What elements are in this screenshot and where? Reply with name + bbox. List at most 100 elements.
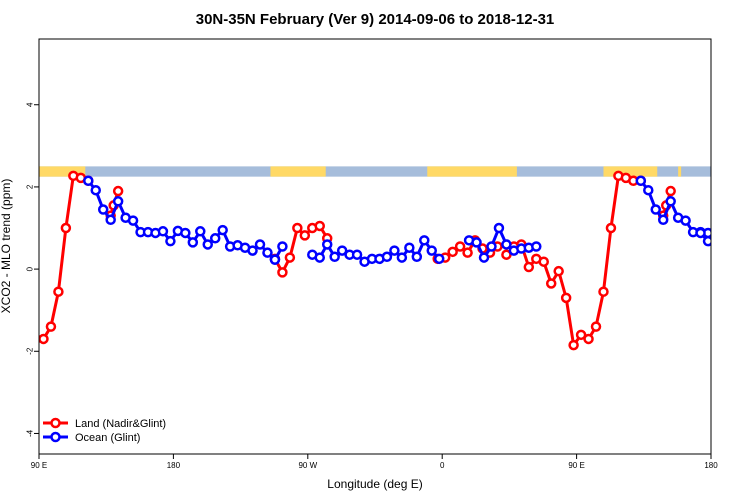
series-ocean-point bbox=[351, 249, 363, 260]
land-band-segment bbox=[39, 166, 86, 177]
series-ocean-point bbox=[426, 245, 437, 256]
series-land-point bbox=[454, 241, 466, 252]
series-land-point bbox=[284, 252, 296, 263]
land-band-segment bbox=[678, 166, 682, 177]
series-land-point bbox=[590, 321, 602, 332]
series-land-line bbox=[505, 174, 641, 347]
series-land-point bbox=[277, 267, 288, 278]
series-land-point bbox=[112, 185, 124, 197]
series-land-point bbox=[665, 185, 676, 197]
chart-title: 30N-35N February (Ver 9) 2014-09-06 to 2… bbox=[196, 11, 555, 28]
series-ocean-point bbox=[411, 251, 423, 263]
y-axis-label: XCO2 - MLO trend (ppm) bbox=[0, 179, 13, 314]
series-ocean-point bbox=[478, 252, 490, 263]
land-band-segment bbox=[603, 166, 658, 177]
series-land-point bbox=[523, 261, 535, 273]
series-ocean-point bbox=[105, 214, 116, 226]
series-ocean-point bbox=[702, 235, 711, 247]
legend-ocean-marker bbox=[50, 431, 61, 443]
series-ocean-point bbox=[180, 227, 191, 239]
series-ocean-point bbox=[254, 239, 266, 250]
series-ocean-point bbox=[336, 245, 348, 256]
series-land-point bbox=[553, 265, 564, 277]
series-layer bbox=[39, 170, 711, 351]
series-ocean-point bbox=[419, 235, 430, 246]
series-ocean-point bbox=[269, 254, 281, 265]
series-land-point bbox=[299, 230, 311, 241]
legend-land-label: Land (Nadir&Glint) bbox=[75, 418, 166, 430]
ocean-band bbox=[39, 166, 711, 177]
series-ocean-point bbox=[321, 239, 333, 250]
land-band-segment bbox=[270, 166, 326, 177]
series-ocean-point bbox=[486, 241, 497, 252]
series-ocean-point bbox=[396, 252, 408, 263]
y-tick-label: 4 bbox=[26, 102, 35, 107]
series-ocean bbox=[83, 175, 711, 267]
series-ocean-point bbox=[112, 196, 124, 207]
y-tick-label: 0 bbox=[26, 266, 35, 271]
series-land-point bbox=[538, 256, 549, 267]
series-ocean-point bbox=[209, 233, 221, 244]
series-ocean-point bbox=[657, 214, 669, 226]
series-land-point bbox=[598, 286, 609, 297]
x-axis: 90 E 180 90 W 0 90 E 180 bbox=[31, 454, 718, 470]
series-land-point bbox=[605, 222, 617, 234]
series-ocean-point bbox=[83, 175, 94, 187]
series-land-point bbox=[462, 247, 473, 258]
series-ocean-point bbox=[90, 184, 101, 196]
plot-frame bbox=[38, 38, 712, 455]
series-ocean-point bbox=[501, 239, 512, 250]
land-ocean-band bbox=[39, 166, 711, 177]
series-ocean-point bbox=[247, 245, 258, 256]
series-ocean-point bbox=[389, 245, 400, 256]
series-land-point bbox=[60, 222, 72, 234]
series-ocean-point bbox=[710, 228, 711, 235]
series-ocean-point bbox=[217, 224, 228, 236]
series-land-point bbox=[575, 329, 587, 341]
y-axis: -4 -2 0 2 4 bbox=[26, 102, 39, 437]
series-ocean-point bbox=[680, 215, 691, 226]
x-tick-label: 180 bbox=[704, 461, 718, 470]
series-ocean-point bbox=[381, 251, 393, 263]
series-ocean-point bbox=[97, 204, 109, 215]
series-ocean-point bbox=[157, 226, 169, 237]
series-land-point bbox=[292, 222, 303, 234]
legend: Land (Nadir&Glint) Ocean (Glint) bbox=[43, 417, 166, 444]
series-ocean-point bbox=[314, 252, 325, 263]
series-land-point bbox=[45, 321, 57, 332]
y-tick-label: -2 bbox=[26, 347, 35, 355]
land-band-segment bbox=[427, 166, 517, 177]
series-ocean-point bbox=[127, 215, 139, 226]
series-land-point bbox=[447, 246, 458, 258]
series-land bbox=[39, 170, 676, 351]
series-ocean-point bbox=[695, 227, 706, 239]
series-ocean-point bbox=[277, 241, 288, 252]
legend-ocean-label: Ocean (Glint) bbox=[75, 432, 140, 444]
series-ocean-point bbox=[665, 196, 676, 207]
series-land-point bbox=[53, 286, 64, 297]
series-ocean-point bbox=[404, 242, 415, 253]
series-ocean-point bbox=[262, 247, 273, 258]
series-ocean-point bbox=[493, 222, 505, 234]
y-tick-label: 2 bbox=[26, 184, 35, 189]
series-land-point bbox=[583, 333, 594, 345]
series-land-point bbox=[501, 249, 512, 260]
x-tick-label: 180 bbox=[167, 461, 181, 470]
x-tick-label: 90 E bbox=[31, 461, 47, 470]
x-tick-label: 90 W bbox=[298, 461, 317, 470]
series-ocean-point bbox=[531, 241, 542, 252]
series-ocean-point bbox=[202, 239, 213, 250]
series-land-point bbox=[39, 333, 49, 345]
series-ocean-point bbox=[650, 204, 661, 215]
series-land-point bbox=[560, 292, 572, 304]
series-land-line bbox=[42, 174, 89, 340]
series-ocean-point bbox=[195, 226, 206, 237]
series-ocean-point bbox=[165, 235, 176, 247]
series-ocean-point bbox=[635, 175, 647, 187]
series-land-point bbox=[545, 278, 557, 289]
series-land-point bbox=[568, 339, 579, 351]
y-tick-label: -4 bbox=[26, 429, 35, 437]
series-ocean-point bbox=[710, 227, 711, 233]
series-ocean-point bbox=[329, 251, 340, 263]
